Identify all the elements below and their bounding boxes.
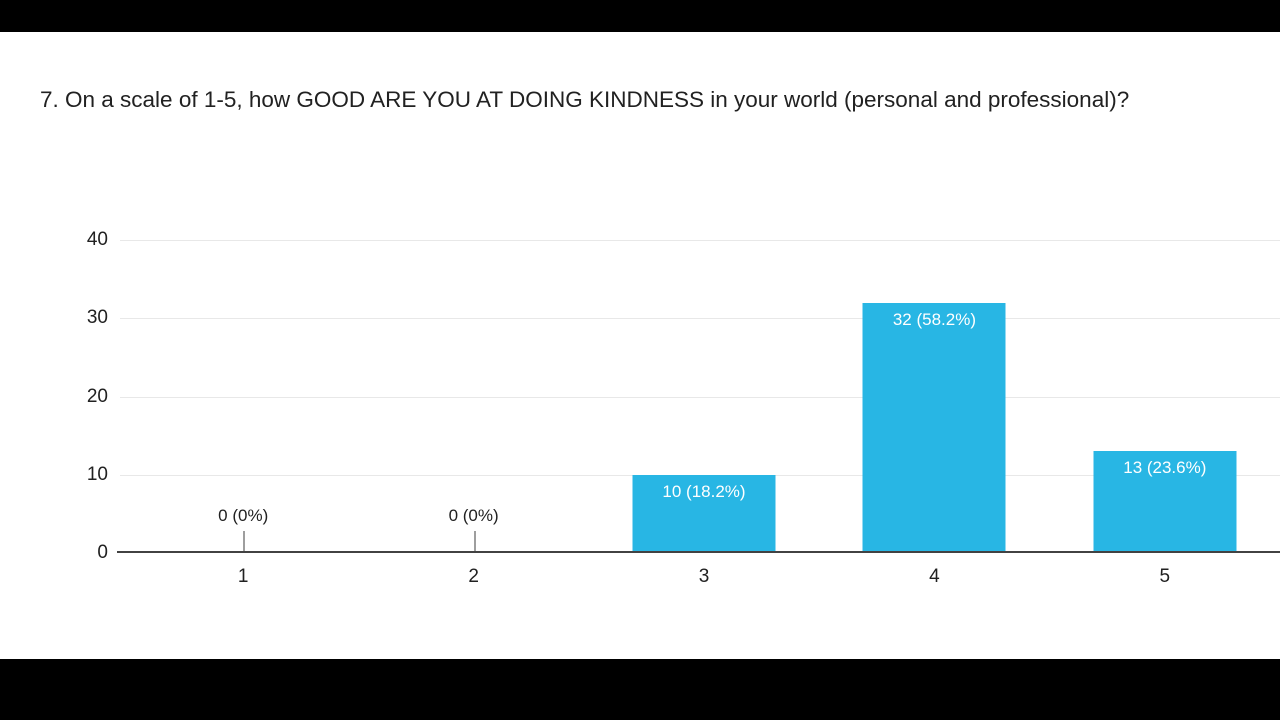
gridline xyxy=(120,240,1280,241)
bar-column: 10 (18.2%) xyxy=(589,240,819,553)
letterbox-bottom xyxy=(0,659,1280,720)
bar-column: 32 (58.2%) xyxy=(819,240,1049,553)
bar-columns: 0 (0%) 0 (0%) 10 (18.2%) 32 (58.2%) 13 (23.6… xyxy=(128,240,1280,553)
bar-value-label: 0 (0%) xyxy=(448,506,499,525)
x-tick-label: 3 xyxy=(698,566,710,587)
bar: 13 (23.6%) xyxy=(1093,451,1237,553)
y-tick-label: 10 xyxy=(86,463,108,485)
y-tick-label: 20 xyxy=(86,385,108,407)
bar-chart: 0 10 20 30 40 0 (0%) 0 (0%) 10 (18.2%) 32 (58.2… xyxy=(0,229,1280,625)
x-tick-label: 5 xyxy=(1159,566,1171,587)
y-tick-label: 40 xyxy=(86,229,108,250)
y-tick-label: 0 xyxy=(97,542,108,563)
bar: 10 (18.2%) xyxy=(632,474,776,553)
gridline xyxy=(120,318,1280,320)
x-axis-labels: 1 2 3 4 5 xyxy=(128,566,1280,588)
zero-tick-mark xyxy=(243,531,246,553)
x-axis-line xyxy=(117,551,1280,553)
bar-value-label: 13 (23.6%) xyxy=(1123,458,1207,478)
bar: 32 (58.2%) xyxy=(862,302,1006,553)
bar-value-label: 10 (18.2%) xyxy=(662,481,746,501)
y-axis-labels: 0 10 20 30 40 xyxy=(0,229,108,563)
bar-column: 0 (0%) xyxy=(358,240,588,553)
x-tick-label: 2 xyxy=(468,566,479,587)
question-title: 7. On a scale of 1-5, how GOOD ARE YOU A… xyxy=(40,87,1130,112)
x-tick-label: 1 xyxy=(237,566,249,587)
bar-value-label: 0 (0%) xyxy=(218,506,269,525)
plot-area: 0 (0%) 0 (0%) 10 (18.2%) 32 (58.2%) 13 (23.6… xyxy=(117,240,1280,553)
bar-column: 0 (0%) xyxy=(128,240,358,553)
letterbox-top xyxy=(0,0,1280,32)
bar-column: 13 (23.6%) xyxy=(1050,240,1280,553)
zero-tick-mark xyxy=(473,531,476,553)
gridline xyxy=(120,396,1280,398)
x-tick-label: 4 xyxy=(929,566,940,587)
form-results-page: 7. On a scale of 1-5, how GOOD ARE YOU A… xyxy=(0,32,1280,659)
bar-value-label: 32 (58.2%) xyxy=(892,309,976,329)
y-tick-label: 30 xyxy=(86,307,108,329)
